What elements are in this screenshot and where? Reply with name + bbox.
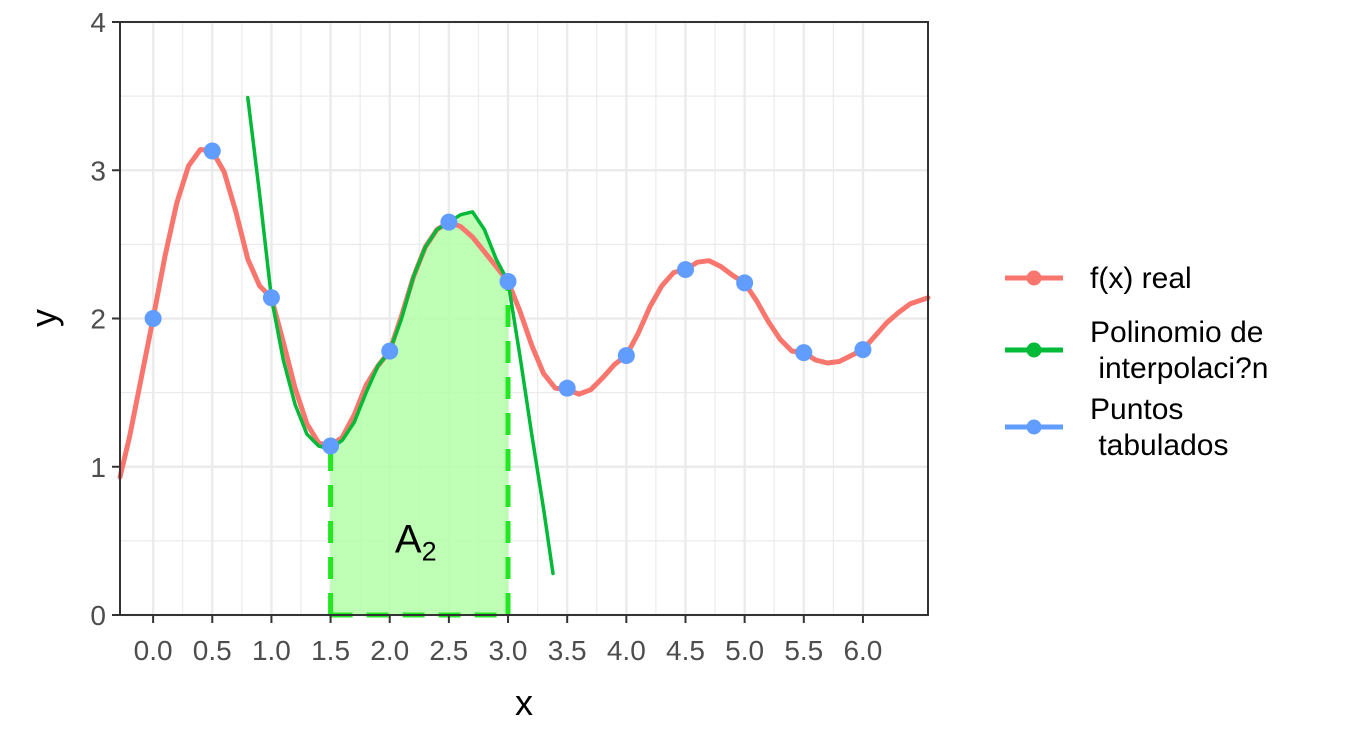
shaded-area-a2 — [330, 211, 509, 615]
tabulated-point — [203, 142, 221, 160]
legend-item-polynomial: Polinomio de interpolaci?n — [1005, 316, 1268, 385]
x-tick-label: 5.0 — [725, 635, 764, 666]
area-label-subscript: 2 — [422, 537, 437, 567]
x-tick-label: 5.5 — [784, 635, 823, 666]
x-tick-label: 0.5 — [193, 635, 232, 666]
tabulated-point — [440, 213, 458, 231]
y-tick-label: 2 — [90, 304, 106, 335]
point-layer — [144, 142, 872, 455]
tabulated-point — [617, 347, 635, 365]
tabulated-point — [144, 310, 162, 327]
x-tick-label: 2.5 — [429, 635, 468, 666]
x-tick-label: 1.5 — [311, 635, 350, 666]
tabulated-point — [795, 344, 813, 362]
tabulated-point — [736, 274, 754, 292]
legend: f(x) real Polinomio de interpolaci?n Punto… — [1005, 262, 1268, 462]
x-tick-label: 3.0 — [489, 635, 528, 666]
tabulated-point — [322, 437, 340, 455]
y-tick-label: 1 — [90, 452, 106, 483]
legend-item-points: Puntos tabulados — [1005, 393, 1228, 462]
x-tick-label: 4.5 — [666, 635, 705, 666]
tabulated-point — [262, 289, 280, 307]
legend-label: Puntos — [1090, 393, 1183, 426]
x-tick-label: 0.0 — [134, 635, 173, 666]
legend-key-point — [1026, 270, 1042, 286]
y-tick-label: 3 — [90, 155, 106, 186]
legend-label: Polinomio de — [1090, 316, 1263, 349]
tabulated-point — [854, 341, 872, 359]
x-tick-label: 2.0 — [370, 635, 409, 666]
legend-label: f(x) real — [1090, 262, 1192, 295]
x-tick-label: 6.0 — [843, 635, 882, 666]
x-tick-label: 3.5 — [548, 635, 587, 666]
tabulated-point — [381, 342, 399, 360]
legend-key-point — [1026, 342, 1042, 358]
x-axis-title: x — [515, 682, 533, 723]
axis-layer: 0.0 0.5 1.0 1.5 2.0 2.5 3.0 3.5 4.0 4.5 5.0 5.5 6.0 0… — [90, 7, 882, 666]
tabulated-point — [499, 272, 517, 290]
legend-label: interpolaci?n — [1090, 352, 1268, 385]
y-tick-label: 4 — [90, 7, 106, 38]
real-function-line — [117, 147, 931, 480]
tabulated-point — [676, 261, 694, 279]
y-axis-title: y — [23, 309, 64, 327]
legend-key-point — [1026, 419, 1042, 435]
legend-item-real: f(x) real — [1005, 262, 1192, 295]
legend-label: tabulados — [1090, 429, 1228, 462]
x-tick-label: 4.0 — [607, 635, 646, 666]
x-tick-label: 1.0 — [252, 635, 291, 666]
tabulated-point — [558, 379, 576, 397]
y-tick-label: 0 — [90, 600, 106, 631]
